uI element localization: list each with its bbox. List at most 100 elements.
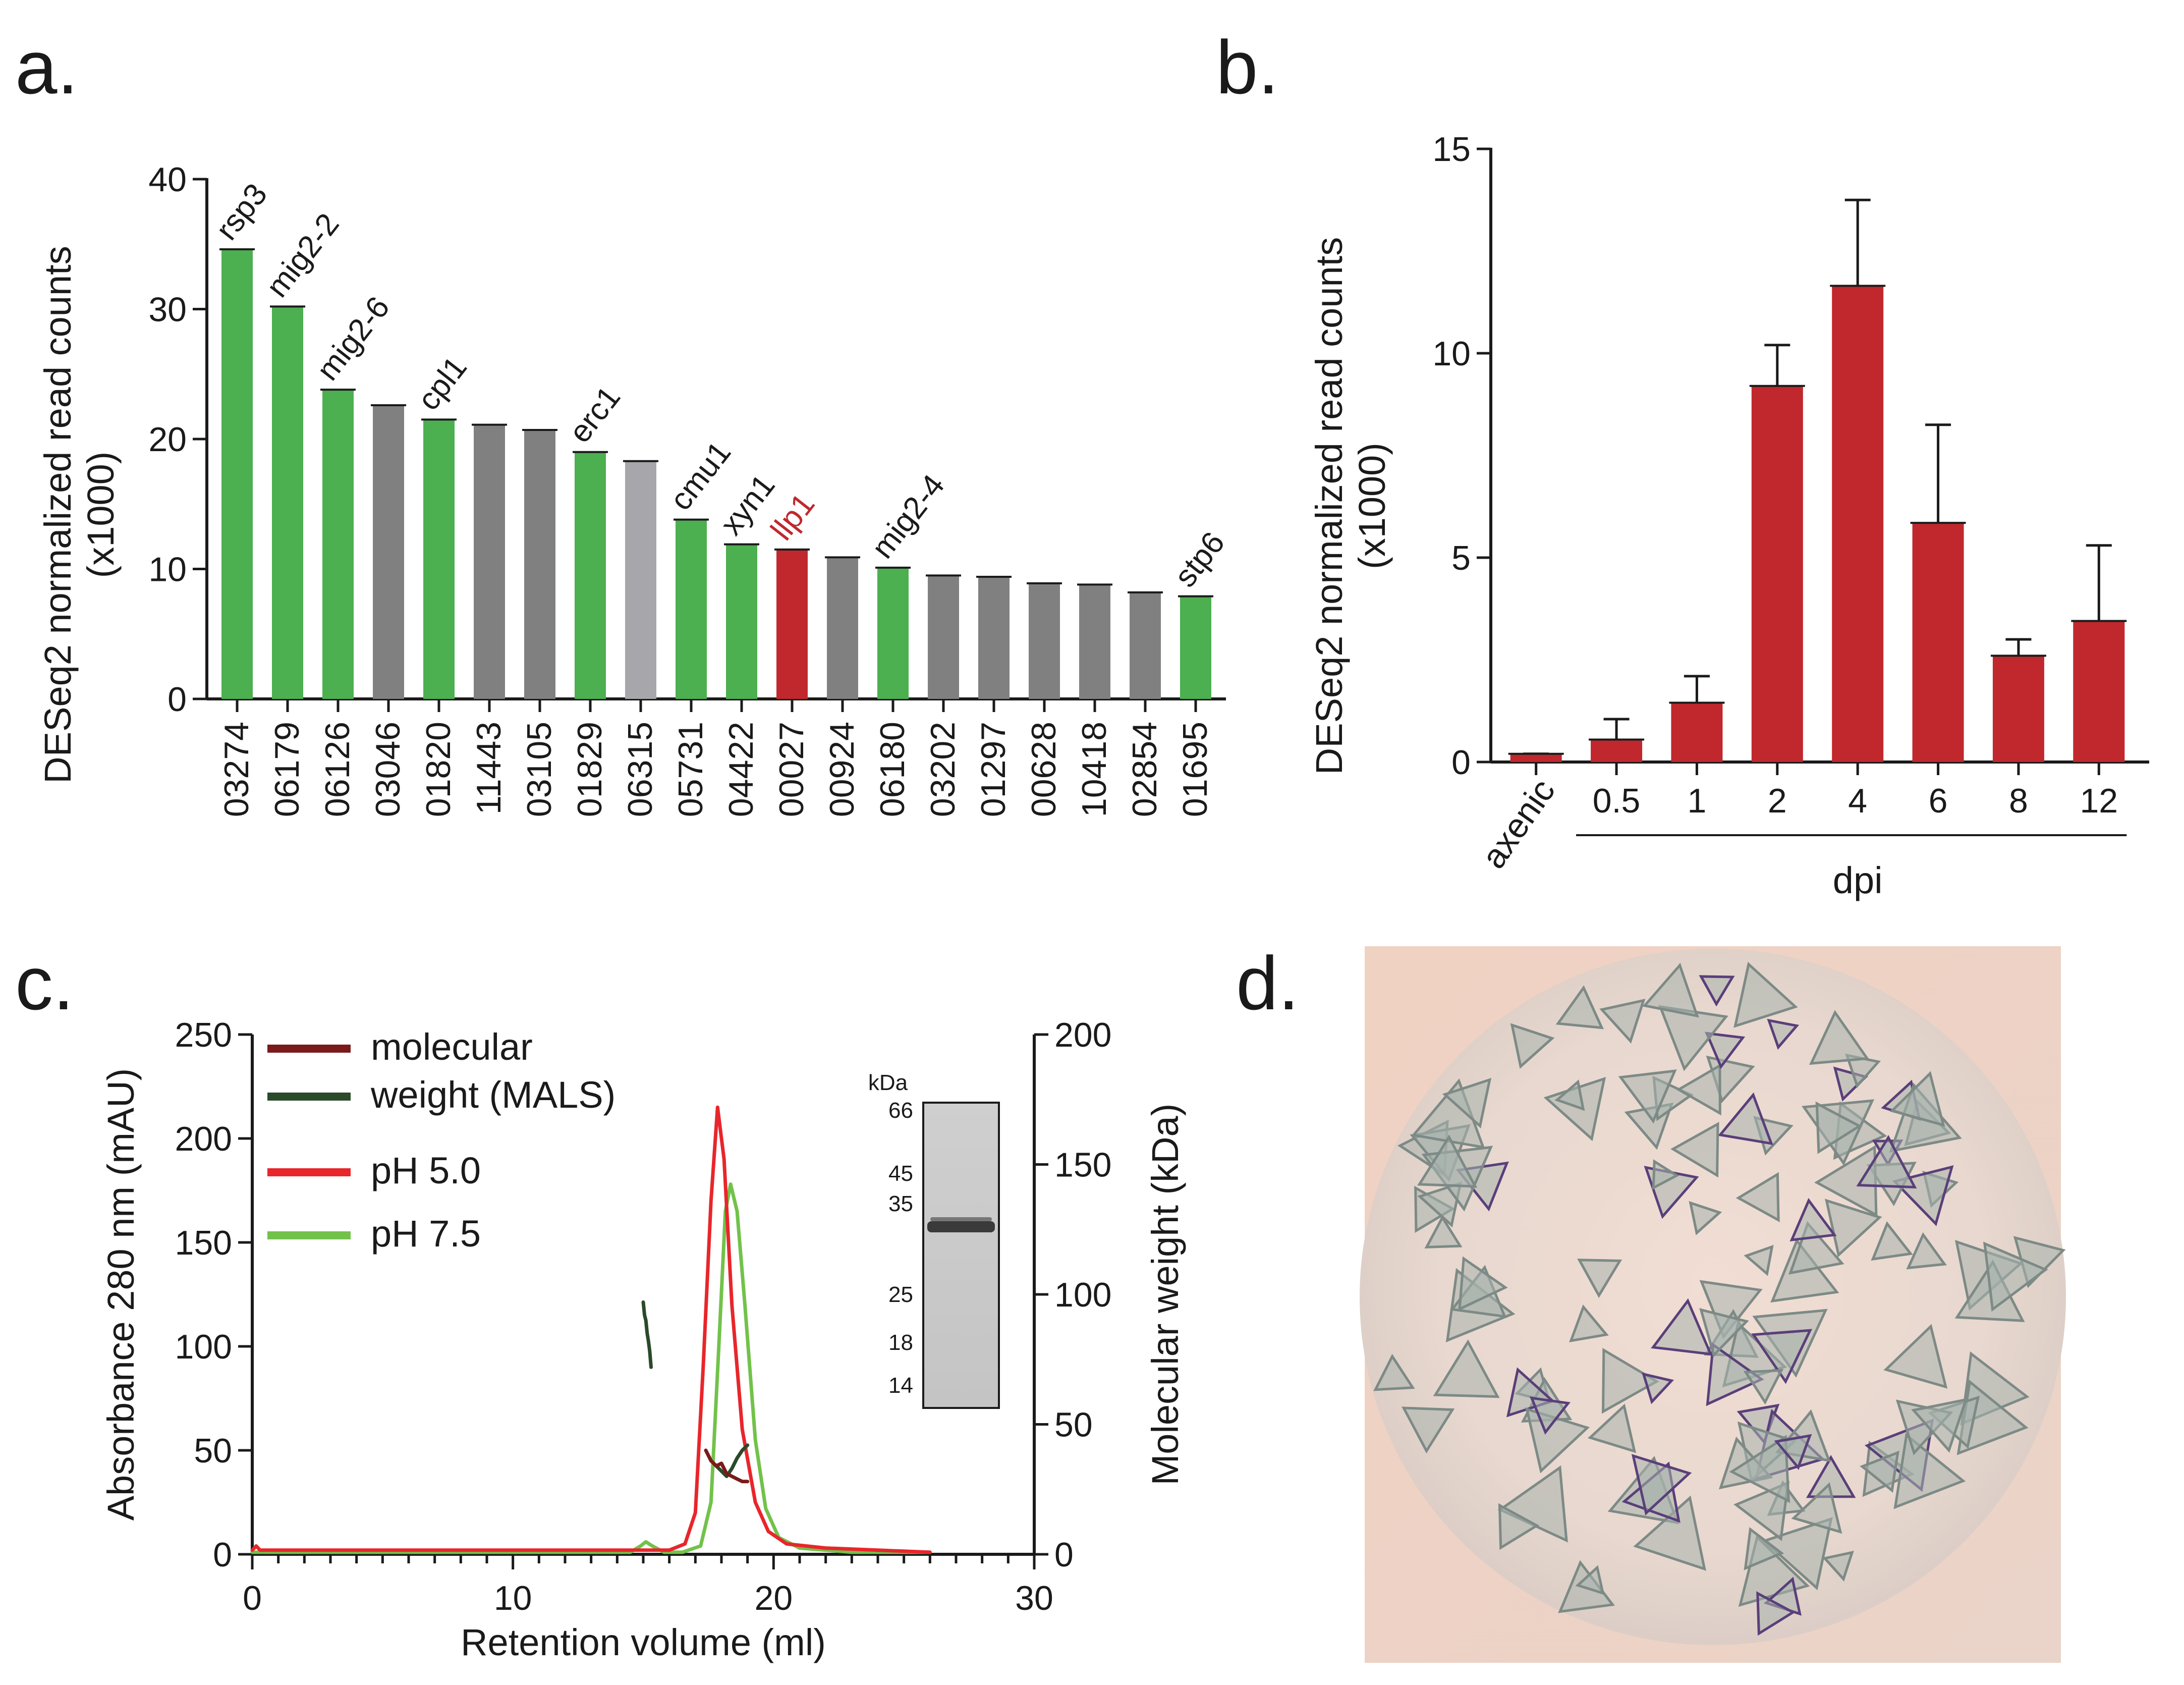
b-y-tick-label: 10 (1432, 335, 1471, 373)
crystal-shape (1856, 1135, 1917, 1189)
gel-marker-label: 25 (888, 1282, 913, 1307)
a-x-tick-label: 00628 (1025, 722, 1063, 817)
gel-band-halo (930, 1217, 992, 1221)
gel-marker-label: 14 (888, 1373, 913, 1398)
crystal-shape (1699, 1308, 1749, 1357)
crystal-shape (1733, 1481, 1790, 1541)
a-bar-04422 (726, 544, 757, 699)
crystal-shape (1788, 1221, 1844, 1275)
c-y-tick-label: 150 (175, 1224, 232, 1262)
c-y2-tick-label: 50 (1054, 1406, 1093, 1444)
c-gel-inset: kDa 66 45 35 25 18 14 (868, 1070, 1000, 1409)
crystal-shape (1417, 1134, 1478, 1188)
a-x-tick-label: 01829 (571, 722, 609, 817)
a-y-axis-title: DESeq2 normalized read counts (37, 246, 79, 783)
c-y-tick-label: 200 (175, 1120, 232, 1158)
c-y2-tick-label: 150 (1054, 1146, 1111, 1184)
c-series-line (250, 1105, 932, 1554)
panel-letter-b: b. (1216, 25, 1279, 110)
a-x-tick-label: 03202 (924, 722, 962, 817)
c-series-line (641, 1300, 653, 1369)
crystal-shape (1530, 1396, 1571, 1435)
a-bar-03105 (524, 429, 555, 699)
crystal-shape (1871, 1221, 1913, 1261)
c-series-line (704, 1448, 750, 1484)
a-gene-label-mig2-4: mig2-4 (865, 468, 951, 565)
crystal-shape (1733, 961, 1798, 1028)
crystal-shape (1983, 1241, 2048, 1312)
a-x-tick-label: 10418 (1075, 722, 1113, 817)
c-y-tick-label: 250 (175, 1016, 232, 1054)
a-x-tick-label: 06179 (268, 722, 306, 817)
c-x-tick-label: 0 (243, 1579, 262, 1617)
b-x-tick-label: 12 (2080, 782, 2118, 820)
b-x-tick-label-axenic: axenic (1474, 772, 1562, 876)
panel-letter-c: c. (15, 941, 74, 1025)
a-gene-label-stp6: stp6 (1168, 525, 1232, 593)
crystal-shape (1587, 1403, 1637, 1453)
a-x-tick-label: 06315 (621, 722, 659, 817)
crystal-shape (1618, 1069, 1677, 1124)
a-bar-00027 (776, 549, 808, 699)
chart-b-bar-chart: 0 5 10 15 DESeq2 normalized read counts (x100… (1308, 130, 2149, 901)
c-legend-label: pH 7.5 (371, 1213, 481, 1255)
c-y-tick-label: 100 (175, 1328, 232, 1366)
a-y-axis-title-unit: (x1000) (80, 452, 122, 578)
crystal-micrograph-image (1360, 946, 2066, 1663)
crystal-shape (1373, 1353, 1415, 1391)
chart-a-bar-chart: 0 10 20 30 40 DESeq2 normalized read counts (x… (37, 160, 1231, 817)
crystal-shape (1751, 1329, 1813, 1384)
a-y-tick-label: 10 (148, 551, 187, 589)
crystal-shape (1911, 1398, 1968, 1453)
crystal-shape (1735, 1172, 1780, 1222)
crystal-shape (1417, 1181, 1463, 1228)
c-legend-label: pH 5.0 (371, 1150, 481, 1191)
crystal-shape (1825, 1199, 1882, 1258)
crystal-shapes (1373, 961, 2066, 1636)
gel-marker-label: 35 (888, 1191, 913, 1216)
crystal-shape (1893, 1433, 1966, 1509)
a-gene-label-cpl1: cpl1 (411, 350, 474, 417)
a-bar-03274 (221, 249, 253, 699)
crystal-shape (1860, 1450, 1899, 1493)
b-x-tick-label: 4 (1848, 782, 1867, 820)
b-x-axis-title: dpi (1833, 859, 1883, 901)
crystal-shape (1642, 1372, 1674, 1404)
a-x-tick-label: 02854 (1126, 722, 1164, 817)
gel-marker-label: 66 (888, 1098, 913, 1123)
chart-c-line-chart: 0 50 100 150 200 250 0 50 100 150 200 0 10 20 30 Retent… (100, 1016, 1186, 1663)
a-gene-label-rsp3: rsp3 (209, 177, 274, 247)
a-y-tick-label: 30 (148, 291, 187, 329)
c-legend-label: weight (MALS) (370, 1074, 615, 1116)
a-bar-03046 (373, 405, 404, 699)
panel-letter-d: d. (1236, 941, 1299, 1025)
a-gene-label-erc1: erc1 (563, 380, 628, 450)
crystal-shape (1744, 1244, 1774, 1276)
gel-kda-label: kDa (868, 1070, 908, 1095)
a-bar-01820 (423, 419, 455, 699)
gel-lane (922, 1102, 1000, 1409)
a-bar-01297 (978, 576, 1010, 699)
crystal-shape (1791, 1482, 1842, 1534)
a-bar-00924 (827, 557, 858, 699)
b-bar-axenic (1510, 753, 1562, 762)
a-bar-11443 (474, 424, 505, 699)
a-x-tick-label: 03105 (520, 722, 558, 817)
c-x-tick-label: 30 (1015, 1579, 1053, 1617)
a-bar-01829 (575, 452, 606, 699)
crystal-shape (1555, 985, 1604, 1029)
c-series-line (709, 1443, 750, 1478)
a-x-tick-label: 03046 (369, 722, 407, 817)
crystal-shape (1789, 1198, 1837, 1241)
crystal-shape (1705, 1031, 1746, 1069)
a-bar-02854 (1130, 592, 1161, 699)
b-y-axis-title-unit: (x1000) (1351, 443, 1393, 569)
crystal-shape (1569, 1304, 1609, 1342)
a-x-tick-label: 01695 (1176, 722, 1214, 817)
crystal-shape (1699, 1280, 1763, 1339)
a-bar-03202 (928, 575, 959, 699)
crystal-shape (1424, 1215, 1463, 1249)
a-y-tick-label: 20 (148, 420, 187, 459)
a-y-tick-label: 0 (167, 680, 187, 719)
b-x-tick-label: 1 (1688, 782, 1707, 820)
